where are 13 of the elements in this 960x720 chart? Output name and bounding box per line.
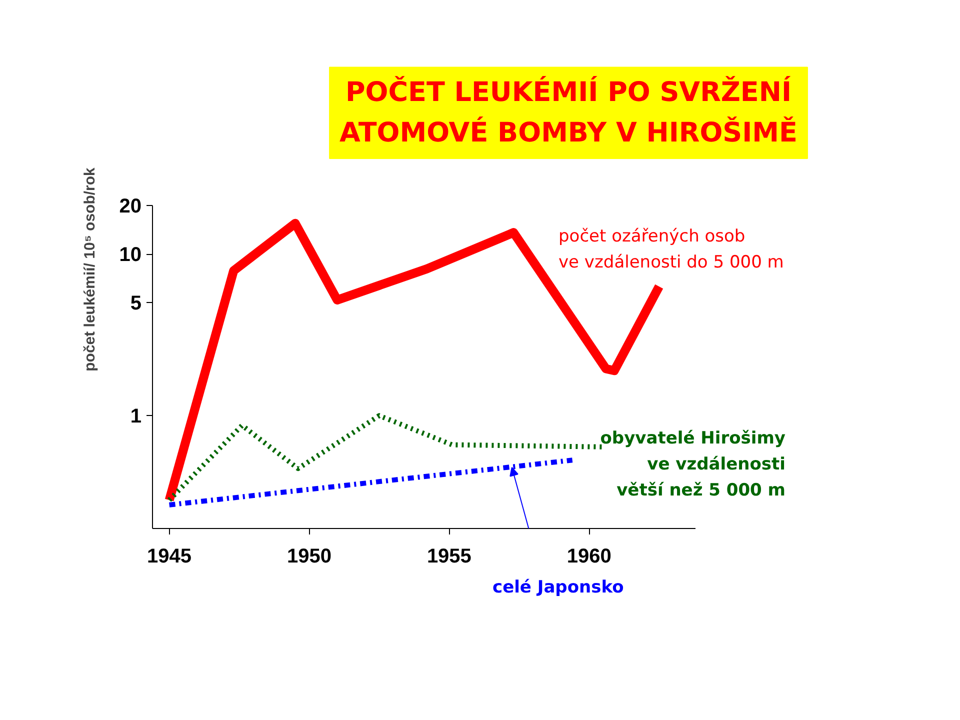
chart-title: POČET LEUKÉMIÍ PO SVRŽENÍ ATOMOVÉ BOMBY V HIROŠIMĚ: [340, 75, 798, 148]
x-tick-label: 1955: [426, 546, 472, 568]
x-tick-label: 1960: [566, 546, 612, 568]
y-axis-title: počet leukémií/ 10⁵ osob/rok: [81, 166, 98, 372]
y-tick-label: 5: [130, 292, 142, 315]
series-label: počet ozářených osob ve vzdálenosti do 5 000 m: [558, 226, 784, 272]
y-tick-label: 10: [119, 244, 142, 266]
x-tick-label: 1950: [286, 546, 332, 568]
y-tick-label: 1: [130, 406, 142, 428]
x-tick-label: 1945: [147, 546, 192, 568]
text: celé Japonsko: [492, 578, 624, 598]
y-tick-label: 20: [119, 196, 142, 218]
series-label: obyvatelé Hirošimy ve vzdálenosti větší než 5 000 m: [600, 428, 786, 500]
